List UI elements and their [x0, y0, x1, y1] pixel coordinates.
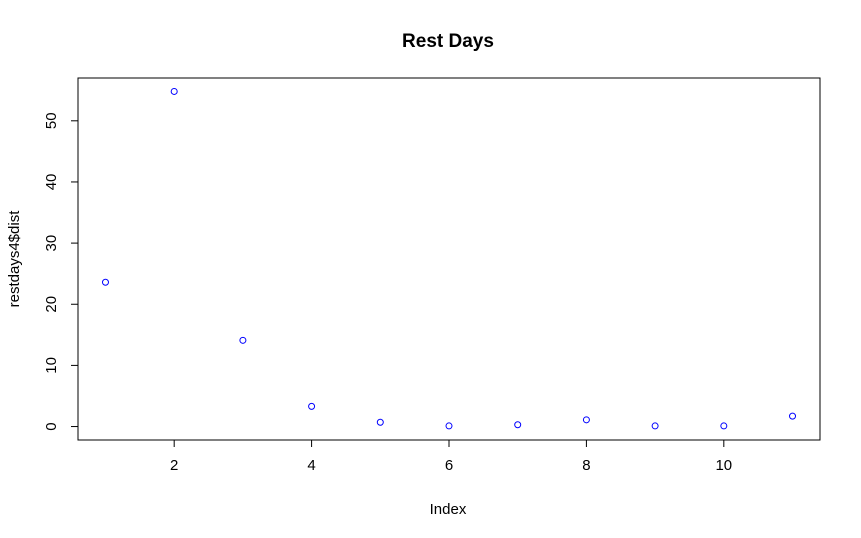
x-tick-label: 4	[307, 457, 315, 474]
data-point	[376, 418, 384, 426]
x-tick-label: 10	[715, 457, 732, 474]
data-points	[101, 87, 797, 430]
x-axis-label: Index	[430, 501, 467, 518]
data-point	[582, 416, 590, 424]
y-tick-label: 30	[43, 235, 60, 252]
data-point	[308, 402, 316, 410]
data-point	[720, 422, 728, 430]
data-point	[514, 421, 522, 429]
y-axis: 0 10 20 30 40 50	[43, 112, 79, 431]
y-tick-label: 20	[43, 296, 60, 313]
data-point	[445, 422, 453, 430]
chart-title: Rest Days	[402, 31, 494, 52]
x-tick-label: 2	[170, 457, 178, 474]
y-tick-label: 50	[43, 112, 60, 129]
data-point	[651, 422, 659, 430]
data-point	[789, 412, 797, 420]
x-tick-label: 8	[582, 457, 590, 474]
x-tick-label: 6	[445, 457, 453, 474]
y-tick-label: 0	[43, 422, 60, 430]
plot-area-frame	[77, 77, 821, 441]
data-point	[170, 87, 178, 95]
y-tick-label: 40	[43, 174, 60, 191]
y-axis-label: restdays4$dist	[6, 210, 23, 308]
data-point	[239, 336, 247, 344]
x-axis: 2 4 6 8 10	[170, 439, 732, 474]
y-tick-label: 10	[43, 357, 60, 374]
data-point	[101, 278, 109, 286]
